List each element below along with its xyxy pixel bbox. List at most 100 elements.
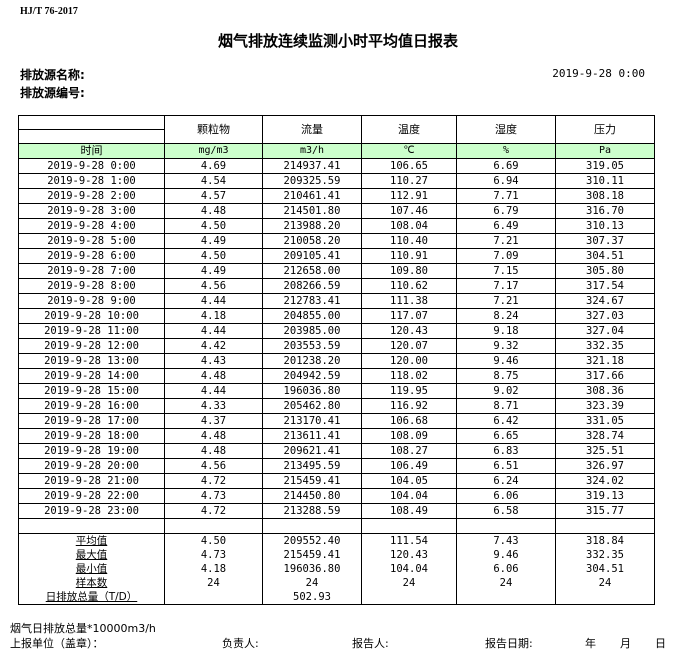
- value-cell: 6.69: [456, 158, 556, 174]
- value-cell: 323.39: [555, 398, 655, 414]
- value-cell: 106.68: [361, 413, 457, 429]
- value-cell: 8.75: [456, 368, 556, 384]
- stat-row: 平均值 4.50 209552.40 111.54 7.43 318.84: [18, 533, 655, 548]
- row-label: 2019-9-28 19:00: [18, 443, 165, 459]
- value-cell: 332.35: [555, 548, 655, 562]
- row-label: 2019-9-28 18:00: [18, 428, 165, 444]
- footer-note: 烟气日排放总量*10000m3/h: [10, 622, 156, 635]
- value-cell: 319.05: [555, 158, 655, 174]
- report-table: 颗粒物 流量 温度 湿度 压力 时间 mg/m3 m3/h ℃ % Pa 201…: [18, 115, 655, 605]
- value-cell: 120.43: [361, 548, 457, 562]
- value-cell: 327.04: [555, 323, 655, 339]
- value-cell: 331.05: [555, 413, 655, 429]
- value-cell: 4.33: [164, 398, 263, 414]
- value-cell: 4.48: [164, 368, 263, 384]
- value-cell: 6.51: [456, 458, 556, 474]
- value-cell: 4.37: [164, 413, 263, 429]
- value-cell: 208266.59: [262, 278, 362, 294]
- value-cell: 6.24: [456, 473, 556, 489]
- value-cell: 7.21: [456, 233, 556, 249]
- time-header: 时间: [18, 143, 165, 159]
- value-cell: 4.49: [164, 263, 263, 279]
- stat-row: 最大值 4.73 215459.41 120.43 9.46 332.35: [18, 548, 655, 562]
- row-label: 2019-9-28 5:00: [18, 233, 165, 249]
- value-cell: 215459.41: [262, 473, 362, 489]
- table-row: 2019-9-28 2:00 4.57 210461.41 112.91 7.71 308…: [18, 188, 655, 204]
- value-cell: 4.44: [164, 323, 263, 339]
- value-cell: 6.58: [456, 503, 556, 519]
- row-label: 平均值: [18, 533, 165, 548]
- value-cell: 203985.00: [262, 323, 362, 339]
- unit-cell: Pa: [555, 143, 655, 159]
- value-cell: 110.91: [361, 248, 457, 264]
- value-cell: 24: [456, 576, 556, 590]
- value-cell: 4.18: [164, 308, 263, 324]
- value-cell: 321.18: [555, 353, 655, 369]
- row-label: 样本数: [18, 576, 165, 590]
- value-cell: 304.51: [555, 248, 655, 264]
- row-label: 最小值: [18, 562, 165, 576]
- value-cell: 319.13: [555, 488, 655, 504]
- value-cell: 317.54: [555, 278, 655, 294]
- value-cell: 6.83: [456, 443, 556, 459]
- row-label: 2019-9-28 8:00: [18, 278, 165, 294]
- value-cell: 111.54: [361, 533, 457, 548]
- value-cell: 4.69: [164, 158, 263, 174]
- value-cell: 205462.80: [262, 398, 362, 414]
- value-cell: 4.72: [164, 503, 263, 519]
- value-cell: 112.91: [361, 188, 457, 204]
- reporter-label: 报告人:: [352, 637, 389, 650]
- row-label: 2019-9-28 23:00: [18, 503, 165, 519]
- value-cell: 108.49: [361, 503, 457, 519]
- value-cell: 109.80: [361, 263, 457, 279]
- month-label: 月: [620, 637, 631, 650]
- value-cell: 117.07: [361, 308, 457, 324]
- table-row: 2019-9-28 12:00 4.42 203553.59 120.07 9.32 33…: [18, 338, 655, 354]
- value-cell: 8.71: [456, 398, 556, 414]
- value-cell: 4.72: [164, 473, 263, 489]
- table-row: 2019-9-28 6:00 4.50 209105.41 110.91 7.09 304…: [18, 248, 655, 264]
- value-cell: 4.49: [164, 233, 263, 249]
- table-row: 2019-9-28 13:00 4.43 201238.20 120.00 9.46 32…: [18, 353, 655, 369]
- row-label: 日排放总量（T/D）: [18, 590, 165, 605]
- row-label: 2019-9-28 6:00: [18, 248, 165, 264]
- row-label: 2019-9-28 1:00: [18, 173, 165, 189]
- row-label: 2019-9-28 22:00: [18, 488, 165, 504]
- table-row: 2019-9-28 14:00 4.48 204942.59 118.02 8.75 31…: [18, 368, 655, 384]
- corner-cell: [18, 129, 165, 144]
- value-cell: 325.51: [555, 443, 655, 459]
- table-row: 2019-9-28 8:00 4.56 208266.59 110.62 7.17 317…: [18, 278, 655, 294]
- value-cell: 9.02: [456, 383, 556, 399]
- table-row: 2019-9-28 11:00 4.44 203985.00 120.43 9.18 32…: [18, 323, 655, 339]
- source-name-label: 排放源名称:: [20, 68, 85, 82]
- value-cell: 6.94: [456, 173, 556, 189]
- column-header: 压力: [555, 115, 655, 144]
- value-cell: 209325.59: [262, 173, 362, 189]
- value-cell: 7.15: [456, 263, 556, 279]
- table-row: 2019-9-28 0:00 4.69 214937.41 106.65 6.69 319…: [18, 158, 655, 174]
- value-cell: [555, 590, 655, 605]
- value-cell: 305.80: [555, 263, 655, 279]
- row-label: 2019-9-28 2:00: [18, 188, 165, 204]
- value-cell: 204855.00: [262, 308, 362, 324]
- table-row: 2019-9-28 19:00 4.48 209621.41 108.27 6.83 32…: [18, 443, 655, 459]
- row-label: [18, 518, 165, 534]
- value-cell: 213495.59: [262, 458, 362, 474]
- value-cell: 213170.41: [262, 413, 362, 429]
- value-cell: 196036.80: [262, 383, 362, 399]
- value-cell: 307.37: [555, 233, 655, 249]
- value-cell: 108.04: [361, 218, 457, 234]
- value-cell: 310.13: [555, 218, 655, 234]
- value-cell: 201238.20: [262, 353, 362, 369]
- row-label: 2019-9-28 11:00: [18, 323, 165, 339]
- value-cell: 111.38: [361, 293, 457, 309]
- value-cell: 6.06: [456, 488, 556, 504]
- table-row: 2019-9-28 7:00 4.49 212658.00 109.80 7.15 305…: [18, 263, 655, 279]
- value-cell: 4.48: [164, 203, 263, 219]
- table-row: 2019-9-28 10:00 4.18 204855.00 117.07 8.24 32…: [18, 308, 655, 324]
- value-cell: 310.11: [555, 173, 655, 189]
- value-cell: 106.65: [361, 158, 457, 174]
- value-cell: 120.43: [361, 323, 457, 339]
- day-label: 日: [655, 637, 666, 650]
- unit-cell: mg/m3: [164, 143, 263, 159]
